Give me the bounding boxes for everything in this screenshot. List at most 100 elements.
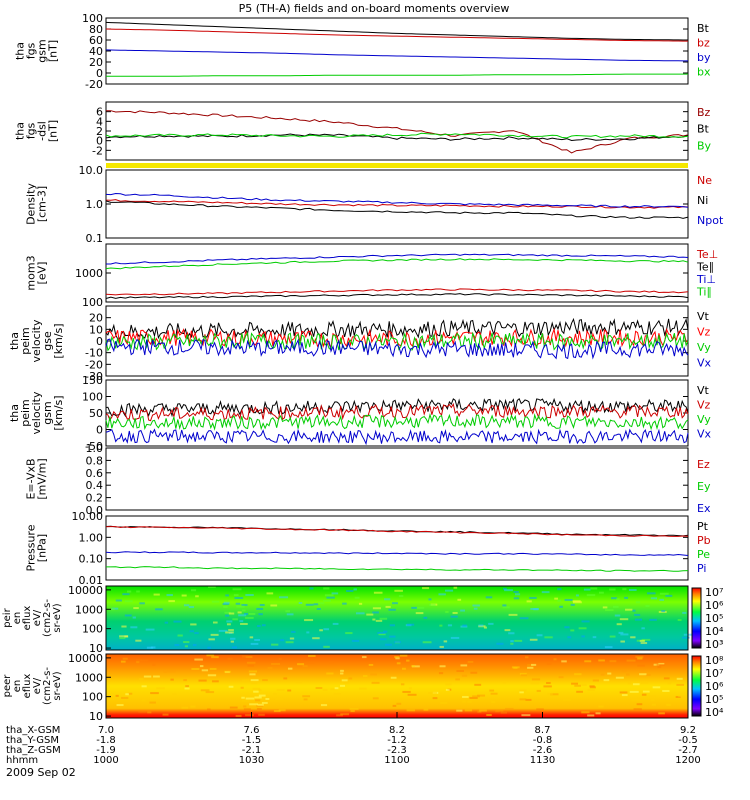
spectrogram-pixel: [276, 689, 285, 692]
spectrogram-pixel: [398, 595, 404, 598]
spectrogram-pixel: [207, 708, 211, 711]
spectrogram-pixel: [238, 614, 247, 617]
x-tick-label: 8.2: [389, 725, 405, 736]
spectrogram-pixel: [287, 667, 293, 670]
spectrogram-pixel: [639, 639, 645, 642]
spectrogram-pixel: [508, 613, 518, 616]
spectrogram-pixel: [168, 600, 175, 603]
y-axis-label: (cm2-s-: [42, 599, 53, 637]
y-tick-label: 150: [82, 374, 103, 387]
spectrogram-pixel: [452, 611, 458, 614]
spectrogram-pixel: [379, 638, 387, 641]
spectrogram-pixel: [200, 689, 210, 692]
spectrogram-pixel: [124, 614, 132, 617]
y-axis-label: peer: [2, 674, 13, 698]
y-tick-label: 1000: [75, 671, 103, 684]
panel-efield: 0.00.20.40.60.81.0 E=-VxB[mV/m] Ez Ey Ex: [25, 442, 711, 517]
spectrogram-pixel: [383, 630, 388, 633]
spectrogram-pixel: [346, 589, 354, 592]
spectrogram-pixel: [261, 624, 266, 627]
spectrogram-pixel: [650, 698, 655, 701]
spectrogram-pixel: [576, 690, 583, 693]
spectrogram-pixel: [616, 623, 622, 626]
spectrogram-pixel: [351, 639, 360, 642]
spectrogram-pixel: [519, 691, 524, 694]
spectrogram-pixel: [141, 685, 147, 688]
spectrogram-pixel: [641, 638, 651, 641]
spectrogram-pixel: [240, 686, 244, 689]
spectrogram-pixel: [632, 609, 636, 612]
y-tick-label: 100: [82, 623, 103, 636]
spectrogram-pixel: [185, 685, 189, 688]
x-tick-label: -2.1: [242, 745, 262, 756]
spectrogram-pixel: [228, 685, 234, 688]
spectrogram-pixel: [510, 642, 514, 645]
spectrogram-pixel: [422, 587, 430, 590]
spectrogram-pixel: [199, 665, 204, 668]
y-axis-label: tha: [14, 122, 27, 140]
spectrogram-pixel: [521, 714, 531, 717]
y-axis-label: [km/s]: [52, 395, 65, 430]
spectrogram-pixel: [394, 589, 403, 592]
spectrogram-pixel: [250, 679, 259, 682]
spectrogram-pixel: [233, 594, 239, 597]
x-row-label: tha_Y-GSM: [6, 735, 59, 746]
spectrogram-pixel: [257, 703, 264, 706]
y-tick-label: 10: [89, 323, 103, 336]
panel-frame: [105, 169, 689, 239]
spectrogram-pixel: [439, 624, 443, 627]
spectrogram-pixel: [132, 616, 136, 619]
spectrogram-pixel: [658, 712, 665, 715]
spectrogram-pixel: [415, 606, 425, 609]
spectrogram-pixel: [155, 608, 163, 611]
spectrogram-pixel: [249, 673, 256, 676]
spectrogram-pixel: [429, 603, 436, 606]
spectrogram-pixel: [245, 594, 254, 597]
spectrogram-pixel: [317, 602, 325, 605]
spectrogram-pixel: [141, 699, 146, 702]
spectrogram-pixel: [445, 688, 450, 691]
spectrogram-pixel: [395, 657, 400, 660]
spectrogram-pixel: [502, 606, 510, 609]
spectrogram-pixel: [439, 645, 444, 648]
spectrogram-pixel: [590, 587, 598, 590]
y-axis-label: [mV/m]: [36, 458, 49, 499]
x-tick-label: 1000: [93, 755, 118, 766]
series-line-bz: [105, 28, 688, 42]
colorbar: [691, 587, 702, 649]
spectrogram-pixel: [150, 692, 159, 695]
spectrogram-pixel: [440, 701, 448, 704]
spectrogram-pixel: [667, 682, 672, 685]
series-line-Vz: [105, 402, 689, 422]
spectrogram-pixel: [574, 673, 582, 676]
legend-Pt: Pt: [697, 520, 709, 533]
spectrogram-pixel: [396, 662, 401, 665]
spectrogram-pixel: [557, 588, 562, 591]
spectrogram-pixel: [224, 670, 231, 673]
spectrogram-pixel: [578, 627, 587, 630]
spectrogram-pixel: [634, 613, 641, 616]
spectrogram-pixel: [136, 661, 140, 664]
y-tick-label: 10.00: [72, 510, 104, 523]
spectrogram-pixel: [349, 707, 359, 710]
spectrogram-pixel: [353, 588, 357, 591]
spectrogram-pixel: [252, 687, 261, 690]
spectrogram-pixel: [232, 618, 238, 621]
spectrogram-pixel: [333, 693, 341, 696]
y-tick-label: 0: [96, 335, 103, 348]
spectrogram-pixel: [632, 683, 640, 686]
spectrogram-pixel: [234, 596, 244, 599]
spectrogram-pixel: [235, 602, 241, 605]
series-line-Bz: [106, 110, 689, 154]
spectrogram-pixel: [135, 659, 143, 662]
spectrogram-pixel: [329, 661, 334, 664]
y-tick-label: -20: [85, 78, 103, 91]
spectrogram-pixel: [581, 683, 587, 686]
spectrogram-pixel: [125, 693, 129, 696]
y-axis-label: en: [12, 612, 23, 625]
y-tick-label: -30: [85, 370, 103, 383]
spectrogram-pixel: [630, 636, 636, 639]
spectrogram-pixel: [479, 709, 487, 712]
spectrogram-pixel: [211, 656, 219, 659]
